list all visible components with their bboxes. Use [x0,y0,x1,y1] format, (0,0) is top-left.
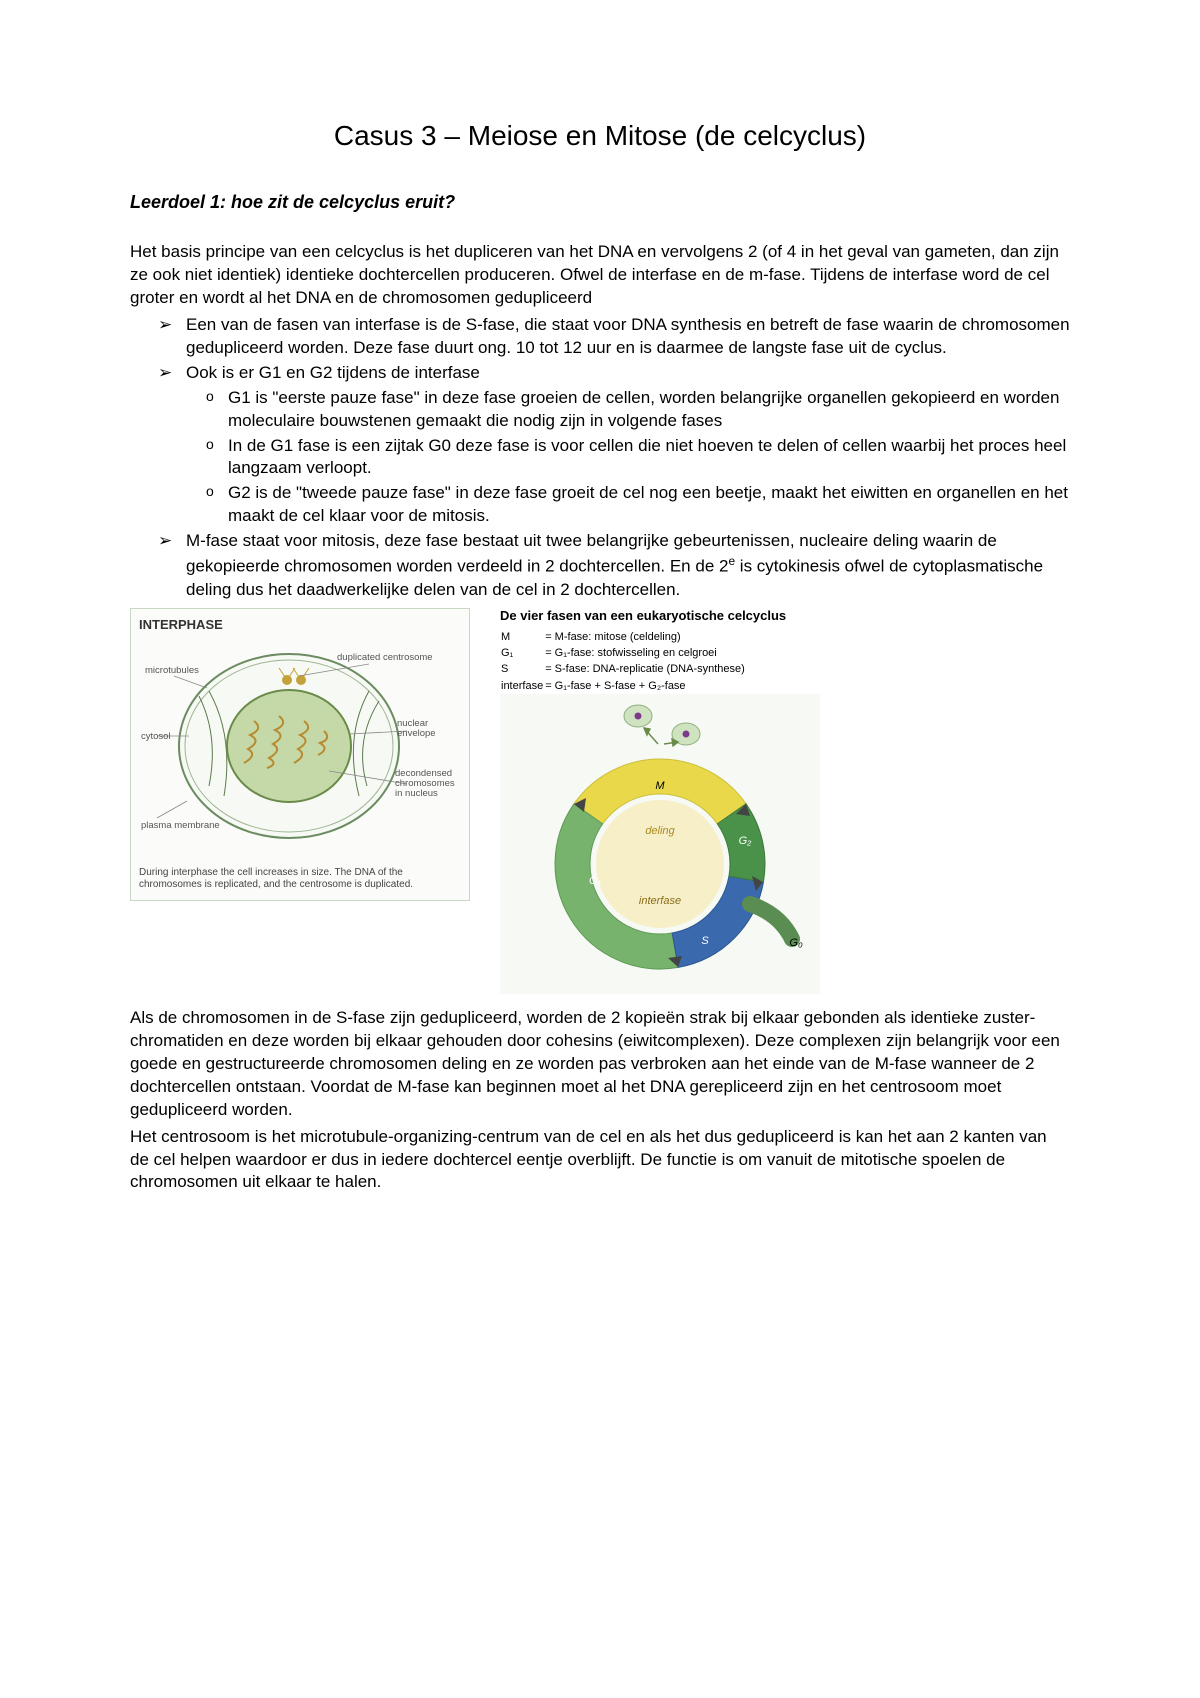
label-cytosol: cytosol [141,731,171,742]
list-item: Een van de fasen van interfase is de S-f… [186,314,1070,360]
legend-key: G₁ [500,645,544,661]
legend-key: interfase [500,678,544,694]
label-plasma: plasma membrane [141,820,220,831]
body-paragraph-3: Het centrosoom is het microtubule-organi… [130,1126,1070,1195]
legend-val: = M-fase: mitose (celdeling) [544,629,746,645]
list-item: G2 is de "tweede pauze fase" in deze fas… [228,482,1070,528]
list-item-text: Ook is er G1 en G2 tijdens de interfase [186,363,480,382]
list-item: In de G1 fase is een zijtak G0 deze fase… [228,435,1070,481]
main-list: Een van de fasen van interfase is de S-f… [130,314,1070,602]
list-item: G1 is "eerste pauze fase" in deze fase g… [228,387,1070,433]
subheading: Leerdoel 1: hoe zit de celcyclus eruit? [130,192,1070,213]
legend-key: M [500,629,544,645]
cellcycle-svg: M deling interfase G₁ S G₂ G₀ [500,694,820,994]
interphase-caption: During interphase the cell increases in … [139,867,461,892]
legend-val: = S-fase: DNA-replicatie (DNA-synthese) [544,661,746,677]
label-s: S [701,935,709,947]
label-microtubules: microtubules [145,665,199,676]
label-g2: G₂ [739,835,753,847]
legend-val: = G₁-fase + S-fase + G₂-fase [544,678,746,694]
cellcycle-figure: De vier fasen van een eukaryotische celc… [500,608,840,999]
interphase-title: INTERPHASE [139,617,461,632]
document-page: Casus 3 – Meiose en Mitose (de celcyclus… [0,0,1200,1298]
interphase-svg: microtubules cytosol plasma membrane dup… [139,636,459,856]
intro-paragraph: Het basis principe van een celcyclus is … [130,241,1070,310]
label-dup-centrosome: duplicated centrosome [337,652,433,663]
sub-list: G1 is "eerste pauze fase" in deze fase g… [186,387,1070,529]
body-paragraph-2: Als de chromosomen in de S-fase zijn ged… [130,1007,1070,1122]
label-g0: G₀ [789,937,803,949]
label-interfase: interfase [639,895,681,907]
cellcycle-legend: M= M-fase: mitose (celdeling) G₁= G₁-fas… [500,629,840,694]
label-m: M [655,780,665,792]
interphase-figure: INTERPHASE [130,608,470,901]
legend-key: S [500,661,544,677]
label-nuclear-envelope: nuclearenvelope [397,718,436,739]
list-item: M-fase staat voor mitosis, deze fase bes… [186,530,1070,601]
cellcycle-title: De vier fasen van een eukaryotische celc… [500,608,840,623]
legend-val: = G₁-fase: stofwisseling en celgroei [544,645,746,661]
page-title: Casus 3 – Meiose en Mitose (de celcyclus… [130,120,1070,152]
label-g1: G₁ [589,875,602,887]
label-decondensed: decondensedchromosomesin nucleus [395,768,455,799]
list-item: Ook is er G1 en G2 tijdens de interfase … [186,362,1070,529]
figure-row: INTERPHASE [130,608,1070,999]
interphase-box: INTERPHASE [130,608,470,901]
label-deling: deling [645,825,675,837]
